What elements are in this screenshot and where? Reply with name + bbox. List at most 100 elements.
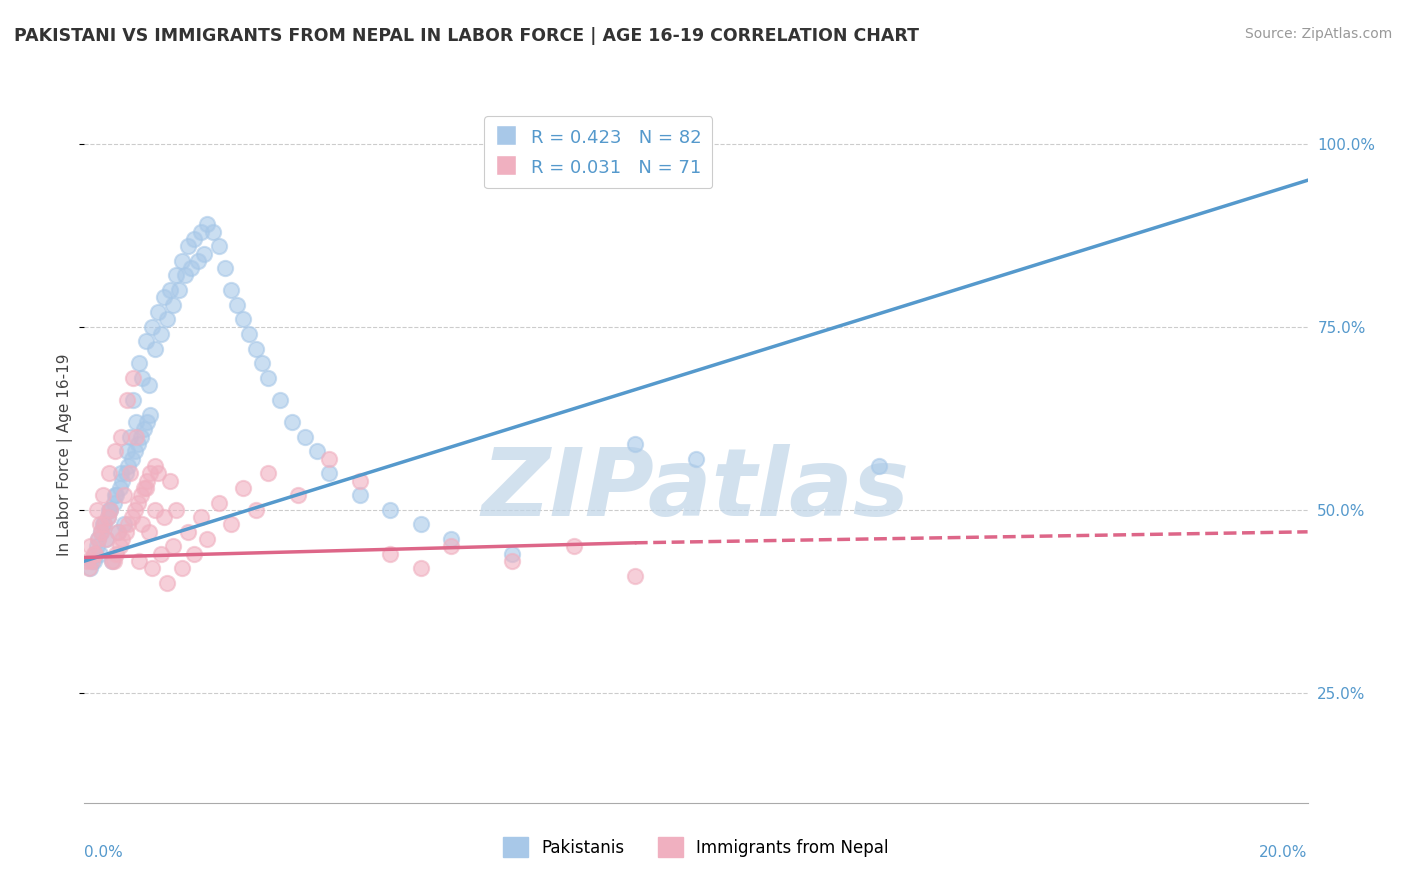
Point <box>257 371 280 385</box>
Point <box>232 312 254 326</box>
Point <box>97 510 120 524</box>
Point <box>76 554 98 568</box>
Point <box>120 467 142 481</box>
Point <box>305 444 328 458</box>
Point <box>190 225 212 239</box>
Point <box>112 488 135 502</box>
Point <box>318 451 340 466</box>
Point <box>83 547 105 561</box>
Point <box>80 554 103 568</box>
Point <box>131 371 153 385</box>
Text: 0.0%: 0.0% <box>84 845 124 860</box>
Point <box>124 444 146 458</box>
Point <box>219 517 242 532</box>
Text: PAKISTANI VS IMMIGRANTS FROM NEPAL IN LABOR FORCE | AGE 16-19 CORRELATION CHART: PAKISTANI VS IMMIGRANTS FROM NEPAL IN LA… <box>14 27 920 45</box>
Point <box>165 268 187 283</box>
Point <box>135 474 157 488</box>
Point <box>177 524 200 539</box>
Point <box>250 356 273 370</box>
Point <box>129 429 152 443</box>
Point <box>135 334 157 349</box>
Point <box>108 540 131 554</box>
Point <box>138 524 160 539</box>
Text: Source: ZipAtlas.com: Source: ZipAtlas.com <box>1244 27 1392 41</box>
Point <box>245 342 267 356</box>
Point <box>195 217 218 231</box>
Point <box>91 488 114 502</box>
Point <box>245 503 267 517</box>
Point <box>167 283 190 297</box>
Point <box>146 305 169 319</box>
Point <box>153 510 176 524</box>
Point <box>83 554 105 568</box>
Text: 20.0%: 20.0% <box>1260 845 1308 860</box>
Point <box>122 371 145 385</box>
Point <box>124 503 146 517</box>
Point <box>105 547 128 561</box>
Point <box>172 253 194 268</box>
Point <box>502 554 524 568</box>
Point <box>91 517 114 532</box>
Point <box>139 408 162 422</box>
Point <box>208 495 231 509</box>
Point <box>93 517 115 532</box>
Point <box>502 547 524 561</box>
Point <box>624 568 647 582</box>
Point <box>104 488 127 502</box>
Point <box>153 290 176 304</box>
Y-axis label: In Labor Force | Age 16-19: In Labor Force | Age 16-19 <box>56 353 73 557</box>
Point <box>149 327 172 342</box>
Point <box>186 253 208 268</box>
Point <box>281 415 304 429</box>
Point <box>115 524 138 539</box>
Point <box>87 532 110 546</box>
Point <box>195 532 218 546</box>
Point <box>269 392 291 407</box>
Point <box>141 561 163 575</box>
Point <box>287 488 309 502</box>
Point <box>138 378 160 392</box>
Point <box>156 576 179 591</box>
Point <box>101 554 124 568</box>
Point <box>143 503 166 517</box>
Point <box>117 517 139 532</box>
Point <box>440 532 463 546</box>
Point <box>110 429 132 443</box>
Point <box>105 488 128 502</box>
Point <box>294 429 316 443</box>
Point <box>139 467 162 481</box>
Point <box>135 481 157 495</box>
Point <box>165 503 187 517</box>
Point <box>97 510 120 524</box>
Point <box>624 437 647 451</box>
Point <box>89 517 111 532</box>
Point <box>232 481 254 495</box>
Point <box>97 503 120 517</box>
Point <box>190 510 212 524</box>
Point <box>162 298 184 312</box>
Point <box>238 327 260 342</box>
Point <box>380 503 402 517</box>
Point <box>127 495 149 509</box>
Point <box>112 517 135 532</box>
Point <box>127 437 149 451</box>
Point <box>349 488 371 502</box>
Point <box>146 467 169 481</box>
Point <box>143 342 166 356</box>
Point <box>226 298 249 312</box>
Point <box>134 422 156 436</box>
Point <box>129 488 152 502</box>
Point <box>107 524 129 539</box>
Point <box>183 232 205 246</box>
Point <box>94 532 117 546</box>
Point <box>79 540 101 554</box>
Point <box>107 524 129 539</box>
Point <box>193 246 215 260</box>
Point <box>409 561 432 575</box>
Point <box>409 517 432 532</box>
Point <box>77 561 100 575</box>
Point <box>90 524 112 539</box>
Point <box>180 261 202 276</box>
Point <box>94 532 117 546</box>
Point <box>84 547 107 561</box>
